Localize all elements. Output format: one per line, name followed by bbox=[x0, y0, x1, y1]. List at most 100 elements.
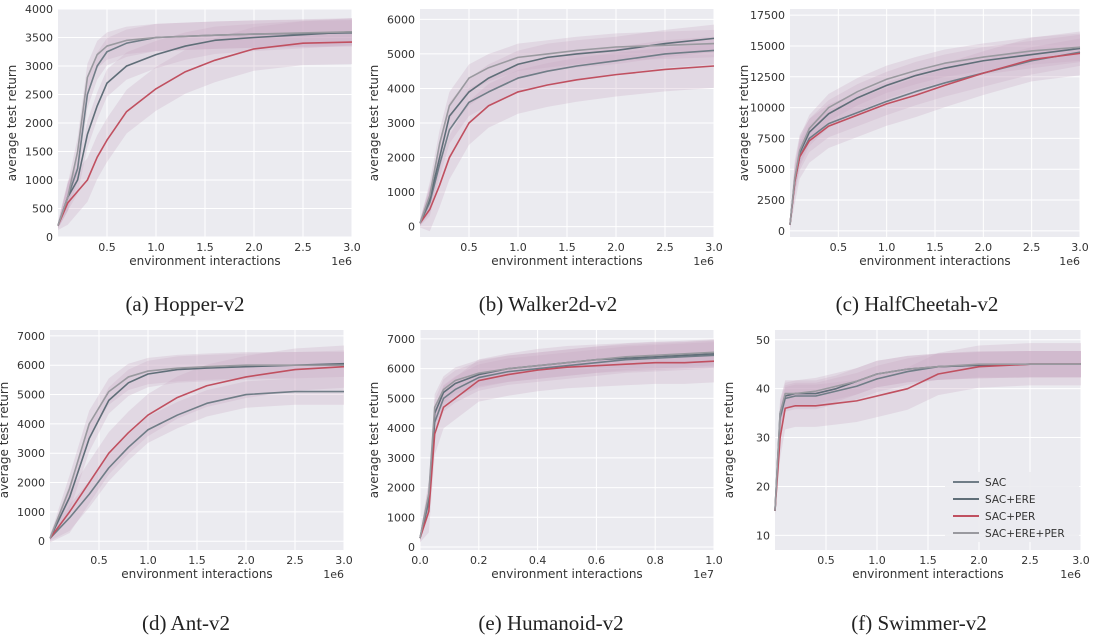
band-sac-ere bbox=[58, 18, 352, 229]
x-tick-label: 2.0 bbox=[245, 241, 263, 254]
band-sac-ere-per bbox=[50, 352, 344, 541]
y-tick-label: 2500 bbox=[25, 89, 53, 102]
y-tick-label: 10 bbox=[756, 529, 770, 542]
series-line-sac-per bbox=[774, 363, 1081, 511]
y-tick-label: 5000 bbox=[17, 389, 45, 402]
chart-panel-3: 0.5 1.0 1.5 2.0 2.5 3.0 0 1000 2000 3000 4000 5000 6… bbox=[0, 330, 353, 635]
x-tick-label: 2.0 bbox=[607, 241, 625, 254]
y-tick-label: 17500 bbox=[750, 9, 785, 22]
series-line-sac-per bbox=[419, 360, 715, 539]
y-tick-label: 7000 bbox=[387, 333, 415, 346]
x-axis-label: environment interactions bbox=[121, 567, 272, 581]
x-axis-label: environment interactions bbox=[852, 567, 1003, 581]
y-tick-label: 7000 bbox=[17, 330, 45, 343]
series-line-sac bbox=[49, 390, 344, 539]
x-tick-label: 1.0 bbox=[139, 554, 157, 567]
x-tick-label: 1.5 bbox=[926, 241, 944, 254]
y-tick-label: 0 bbox=[778, 225, 785, 238]
x-offset-label: 1e6 bbox=[1060, 568, 1081, 581]
y-tick-label: 30 bbox=[756, 432, 770, 445]
y-tick-label: 4000 bbox=[387, 422, 415, 435]
x-axis-label: environment interactions bbox=[859, 254, 1010, 268]
y-tick-label: 6000 bbox=[17, 359, 45, 372]
x-tick-label: 0.5 bbox=[90, 554, 108, 567]
y-tick-label: 0 bbox=[38, 535, 45, 548]
x-tick-label: 2.0 bbox=[975, 241, 993, 254]
series-line-sac-ere-per bbox=[419, 351, 715, 539]
x-tick-label: 0.5 bbox=[817, 554, 835, 567]
y-axis-label: average test return bbox=[722, 382, 736, 499]
y-tick-label: 1500 bbox=[25, 146, 53, 159]
band-sac-per bbox=[420, 340, 714, 543]
band-sac-ere bbox=[775, 351, 1081, 514]
y-tick-label: 0 bbox=[408, 541, 415, 554]
y-tick-label: 7500 bbox=[757, 132, 785, 145]
y-tick-label: 2000 bbox=[25, 117, 53, 130]
band-sac bbox=[775, 351, 1081, 514]
x-tick-label: 2.5 bbox=[1023, 241, 1041, 254]
x-tick-label: 1.5 bbox=[196, 241, 214, 254]
series-line-sac-ere bbox=[49, 362, 345, 539]
y-tick-label: 3000 bbox=[25, 60, 53, 73]
y-tick-label: 0 bbox=[408, 221, 415, 234]
y-tick-label: 2000 bbox=[387, 152, 415, 165]
x-tick-label: 0.6 bbox=[588, 554, 606, 567]
x-tick-label: 0.0 bbox=[411, 554, 429, 567]
x-tick-label: 2.5 bbox=[1021, 554, 1039, 567]
y-tick-label: 2000 bbox=[17, 477, 45, 490]
x-tick-label: 2.0 bbox=[970, 554, 988, 567]
y-tick-label: 0 bbox=[46, 231, 53, 244]
band-sac-ere bbox=[420, 340, 714, 541]
x-tick-label: 0.5 bbox=[98, 241, 116, 254]
y-tick-label: 6000 bbox=[387, 13, 415, 26]
legend: SAC SAC+ERE SAC+PER SAC+ERE+PER bbox=[945, 472, 1079, 542]
band-sac-ere bbox=[790, 34, 1080, 228]
x-tick-label: 0.5 bbox=[830, 241, 848, 254]
x-tick-label: 1.0 bbox=[878, 241, 896, 254]
band-sac-ere-per bbox=[58, 18, 352, 229]
y-tick-label: 4000 bbox=[17, 418, 45, 431]
x-axis-label: environment interactions bbox=[129, 254, 280, 268]
panel-caption: (e) Humanoid-v2 bbox=[478, 611, 623, 635]
y-tick-label: 3000 bbox=[387, 452, 415, 465]
band-sac bbox=[420, 36, 714, 226]
x-tick-label: 2.0 bbox=[237, 554, 255, 567]
panel-caption: (f) Swimmer-v2 bbox=[851, 611, 986, 635]
y-tick-label: 15000 bbox=[750, 40, 785, 53]
y-tick-label: 500 bbox=[32, 203, 53, 216]
series-line-sac-ere-per bbox=[419, 42, 715, 224]
y-tick-label: 40 bbox=[756, 383, 770, 396]
y-tick-label: 1000 bbox=[387, 186, 415, 199]
y-tick-label: 5000 bbox=[387, 48, 415, 61]
band-sac-per bbox=[790, 31, 1080, 230]
series-line-sac-per bbox=[789, 52, 1081, 225]
panel-caption: (b) Walker2d-v2 bbox=[479, 292, 617, 316]
y-tick-label: 12500 bbox=[750, 71, 785, 84]
panel-caption: (c) HalfCheetah-v2 bbox=[836, 292, 999, 316]
legend-entry: SAC bbox=[985, 477, 1006, 489]
chart-panel-1: 0.5 1.0 1.5 2.0 2.5 3.0 0 1000 2000 3000 4000 5000 6… bbox=[367, 9, 723, 316]
band-sac-per bbox=[775, 343, 1081, 516]
x-tick-label: 1.5 bbox=[188, 554, 206, 567]
x-tick-label: 1.5 bbox=[558, 241, 576, 254]
x-tick-label: 1.0 bbox=[705, 554, 723, 567]
y-tick-label: 6000 bbox=[387, 363, 415, 376]
y-tick-label: 1000 bbox=[17, 506, 45, 519]
y-tick-label: 10000 bbox=[750, 102, 785, 115]
x-offset-label: 1e6 bbox=[331, 255, 352, 268]
x-tick-label: 0.5 bbox=[460, 241, 478, 254]
x-tick-label: 2.5 bbox=[294, 241, 312, 254]
y-tick-label: 2000 bbox=[387, 482, 415, 495]
band-sac-per bbox=[420, 44, 714, 232]
x-offset-label: 1e7 bbox=[693, 568, 714, 581]
series-line-sac-ere-per bbox=[49, 364, 344, 539]
series-line-sac-ere-per bbox=[789, 46, 1081, 225]
x-tick-label: 3.0 bbox=[343, 241, 361, 254]
y-tick-label: 4000 bbox=[387, 82, 415, 95]
band-sac-ere-per bbox=[420, 29, 714, 226]
series-line-sac-per bbox=[419, 65, 715, 224]
legend-entry: SAC+ERE bbox=[985, 494, 1036, 506]
x-axis-label: environment interactions bbox=[491, 254, 642, 268]
y-axis-label: average test return bbox=[367, 65, 381, 182]
series-line-sac bbox=[419, 49, 715, 224]
